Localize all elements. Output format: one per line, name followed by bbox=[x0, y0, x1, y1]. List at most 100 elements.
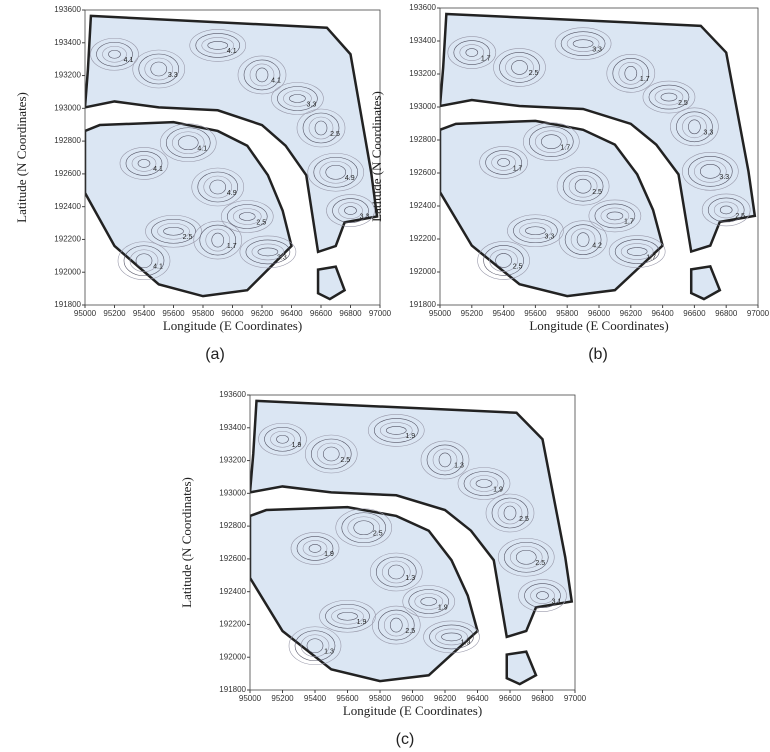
panel: 1.9 2.5 1.9 1.3 1.9 2.5 1.9 1.3 1.9 2.5 1.9 2.5 3.1 1… bbox=[179, 390, 587, 748]
contour-line bbox=[193, 220, 243, 260]
contour-label: 3.3 bbox=[307, 101, 317, 108]
contour-line bbox=[511, 60, 528, 75]
contour-line bbox=[283, 90, 312, 107]
x-tick-label: 95600 bbox=[524, 309, 547, 318]
contour-line bbox=[540, 134, 562, 149]
contour-line bbox=[290, 532, 340, 565]
contour-line bbox=[135, 253, 153, 269]
plot-area: 1.7 2.5 3.3 1.7 2.5 1.7 1.7 2.5 3.3 4.2 1.7 3.3 2.5 2… bbox=[440, 8, 758, 305]
contour-line bbox=[489, 249, 518, 272]
contour-line bbox=[459, 44, 485, 61]
panel-label: (c) bbox=[396, 731, 415, 748]
contour-line bbox=[660, 92, 678, 102]
contour-label: 1.3 bbox=[324, 649, 334, 656]
contour-label: 2.5 bbox=[535, 560, 545, 567]
contour-line bbox=[491, 154, 516, 171]
contour-line bbox=[171, 131, 205, 155]
contour-line bbox=[90, 37, 139, 71]
region bbox=[85, 14, 379, 254]
contour-line bbox=[197, 171, 239, 203]
contour-line bbox=[654, 88, 684, 106]
contour-line bbox=[96, 41, 133, 67]
contour-line bbox=[306, 638, 324, 654]
contour-label: 1.7 bbox=[513, 165, 523, 172]
contour-line bbox=[420, 440, 470, 480]
contour-label: 3.1 bbox=[552, 598, 562, 605]
x-tick-label: 95200 bbox=[461, 309, 484, 318]
contour-line bbox=[367, 414, 425, 447]
contour-label: 2.5 bbox=[405, 628, 415, 635]
contour-line bbox=[337, 611, 358, 621]
contour-label: 1.3 bbox=[405, 575, 415, 582]
contour-line bbox=[594, 203, 636, 229]
x-axis-label: Longitude (E Coordinates) bbox=[529, 318, 668, 333]
contour-line bbox=[316, 442, 346, 466]
contour-line bbox=[332, 198, 369, 223]
contour-line bbox=[369, 552, 423, 592]
contour-label: 1.7 bbox=[227, 243, 237, 250]
y-tick-label: 193200 bbox=[219, 456, 246, 465]
y-axis-label: Latitude (N Coordinates) bbox=[179, 477, 194, 608]
plot-area: 4.1 3.3 4.1 4.1 3.3 4.1 4.1 4.9 2.5 1.7 2.5 4.9 3.3 4… bbox=[85, 10, 380, 305]
contour-line bbox=[239, 235, 297, 269]
contour-line bbox=[524, 583, 561, 608]
contour-label: 4.1 bbox=[153, 264, 163, 271]
contour-line bbox=[564, 224, 602, 255]
y-tick-label: 192000 bbox=[54, 267, 81, 276]
x-tick-label: 95800 bbox=[369, 694, 392, 703]
contour-line bbox=[614, 239, 660, 264]
contour-line bbox=[207, 41, 229, 50]
contour-line bbox=[420, 597, 438, 606]
contour-line bbox=[145, 214, 202, 248]
contour-label: 1.7 bbox=[646, 254, 656, 261]
contour-line bbox=[612, 58, 650, 89]
contour-line bbox=[276, 434, 289, 444]
contour-line bbox=[251, 243, 285, 261]
contour-line bbox=[475, 479, 493, 488]
y-tick-label: 193000 bbox=[54, 103, 81, 112]
y-axis-label: Latitude (N Coordinates) bbox=[369, 91, 384, 222]
contour-line bbox=[138, 53, 180, 85]
contour-line bbox=[438, 452, 452, 468]
contour-line bbox=[719, 205, 733, 215]
contour-line bbox=[385, 426, 407, 435]
contour-line bbox=[302, 112, 340, 144]
contour-label: 2.5 bbox=[592, 189, 602, 196]
region bbox=[250, 399, 574, 639]
y-tick-label: 193400 bbox=[409, 36, 436, 45]
contour-line bbox=[423, 620, 480, 654]
contour-line bbox=[335, 508, 393, 548]
panel: 1.7 2.5 3.3 1.7 2.5 1.7 1.7 2.5 3.3 4.2 1.7 3.3 2.5 2… bbox=[369, 3, 770, 363]
contour-line bbox=[300, 634, 330, 658]
contour-line bbox=[518, 579, 567, 612]
x-tick-label: 96600 bbox=[499, 694, 522, 703]
contour-line bbox=[495, 253, 512, 268]
x-tick-label: 96400 bbox=[466, 694, 489, 703]
contour-line bbox=[373, 418, 419, 443]
y-axis-label: Latitude (N Coordinates) bbox=[14, 92, 29, 223]
contour-label: 3.3 bbox=[545, 234, 555, 241]
contour-line bbox=[389, 617, 403, 633]
contour-line bbox=[195, 33, 241, 58]
contour-line bbox=[377, 609, 415, 641]
contour-line bbox=[304, 434, 358, 474]
x-tick-label: 96200 bbox=[620, 309, 643, 318]
contour-label: 1.9 bbox=[438, 604, 448, 611]
y-tick-label: 192400 bbox=[54, 202, 81, 211]
contour-line bbox=[159, 123, 217, 163]
contour-line bbox=[257, 247, 279, 257]
y-tick-label: 193000 bbox=[409, 102, 436, 111]
contour-line bbox=[151, 218, 196, 244]
contour-label: 1.7 bbox=[640, 76, 650, 83]
contour-line bbox=[600, 207, 630, 225]
y-tick-label: 191800 bbox=[409, 300, 436, 309]
contour-label: 2.5 bbox=[513, 263, 523, 270]
contour-label: 1.7 bbox=[560, 144, 570, 151]
contour-line bbox=[699, 164, 721, 179]
contour-line bbox=[687, 156, 733, 187]
contour-line bbox=[568, 174, 598, 198]
panel-label: (a) bbox=[205, 346, 225, 363]
x-axis-label: Longitude (E Coordinates) bbox=[163, 318, 302, 333]
contour-label: 2.5 bbox=[529, 70, 539, 77]
x-tick-label: 97000 bbox=[747, 309, 770, 318]
